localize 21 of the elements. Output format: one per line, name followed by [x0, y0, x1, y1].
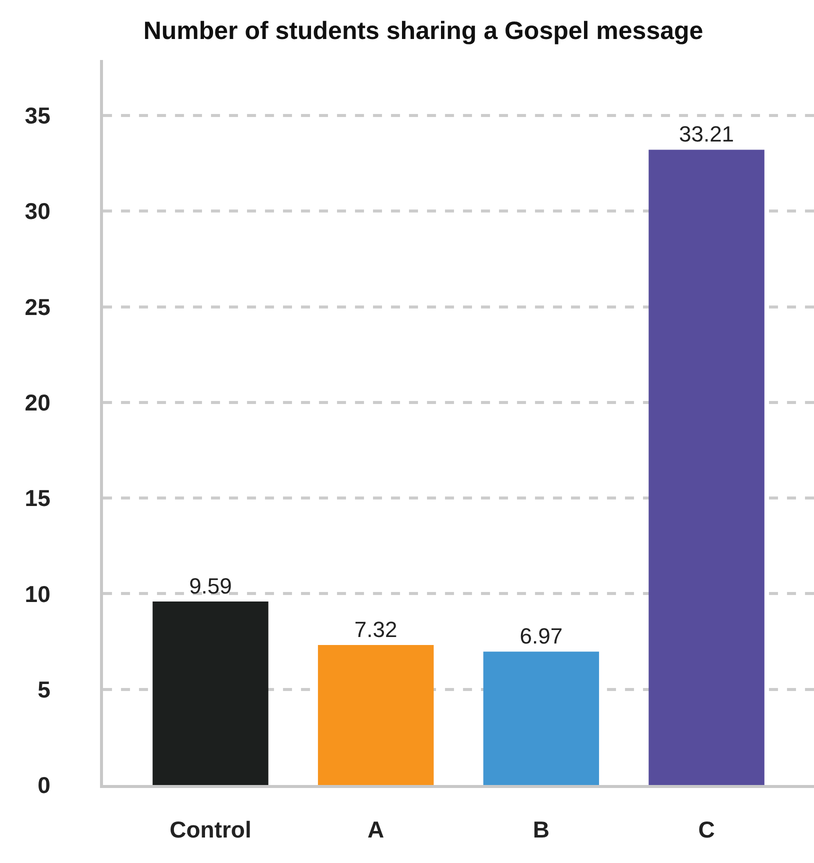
- x-tick-label: Control: [170, 816, 252, 843]
- bar: [483, 652, 600, 785]
- data-label: 9.59: [189, 574, 232, 599]
- data-label: 33.21: [678, 122, 734, 147]
- bar: [648, 150, 764, 785]
- y-tick-label: 35: [24, 102, 51, 129]
- y-tick-label: 30: [24, 198, 50, 224]
- bar: [318, 644, 434, 785]
- bar: [152, 602, 268, 785]
- data-label: 7.32: [354, 616, 398, 642]
- data-label: 6.97: [520, 624, 563, 649]
- chart-title: Number of students sharing a Gospel message: [143, 16, 704, 45]
- x-tick-label: C: [698, 816, 715, 843]
- y-tick-label: 20: [24, 389, 50, 416]
- y-tick-label: 5: [38, 676, 51, 702]
- y-tick-label: 10: [24, 580, 50, 607]
- x-tick-label: A: [368, 816, 384, 843]
- x-tick-label: B: [532, 816, 550, 843]
- y-tick-label: 15: [24, 485, 51, 512]
- y-tick-label: 0: [38, 772, 50, 798]
- y-tick-label: 25: [24, 294, 51, 320]
